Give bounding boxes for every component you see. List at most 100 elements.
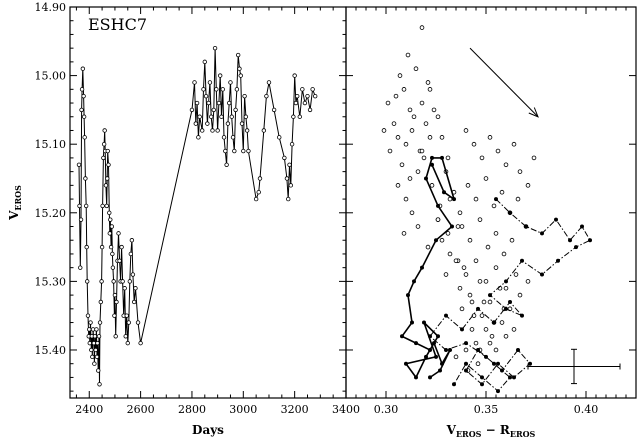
open-circle-point xyxy=(463,272,469,277)
filled-point-dashdot xyxy=(568,238,572,243)
data-point xyxy=(235,52,241,58)
data-point xyxy=(83,203,89,209)
data-point xyxy=(90,354,95,360)
data-point xyxy=(114,299,119,305)
open-circle-point xyxy=(411,114,417,120)
filled-point-solid xyxy=(440,361,444,366)
open-circle-point xyxy=(407,107,413,113)
data-point xyxy=(95,340,100,346)
filled-point-dashdot xyxy=(460,327,464,332)
open-circle-point xyxy=(467,292,473,298)
data-point xyxy=(197,114,202,119)
open-circle-point xyxy=(459,224,465,229)
open-circle-point xyxy=(391,121,397,126)
filled-point-solid xyxy=(436,203,440,208)
data-point xyxy=(111,279,116,284)
dash-dot-track-line xyxy=(429,198,591,392)
data-point xyxy=(244,128,250,133)
filled-point-dashdot xyxy=(540,231,544,236)
filled-point-solid xyxy=(432,341,436,346)
data-point xyxy=(215,128,220,133)
open-circle-point xyxy=(503,285,509,291)
open-circle-point xyxy=(455,224,461,229)
filled-point-solid xyxy=(424,354,428,359)
open-circle-point xyxy=(439,135,445,140)
data-point xyxy=(287,162,292,167)
open-circle-point xyxy=(403,196,409,202)
data-point xyxy=(206,100,211,106)
open-circle-point xyxy=(471,141,477,147)
filled-point-dashdot xyxy=(494,197,498,202)
data-point xyxy=(98,299,104,305)
data-point xyxy=(297,114,302,119)
data-point xyxy=(87,327,92,332)
data-point xyxy=(109,224,115,229)
data-point xyxy=(96,368,101,373)
filled-point-dashdot xyxy=(492,320,496,325)
open-circle-point xyxy=(403,141,409,147)
open-circle-point xyxy=(525,183,531,188)
open-circle-point xyxy=(481,299,487,305)
data-point xyxy=(261,128,267,133)
reddening-arrow-shaft xyxy=(469,47,539,118)
data-point xyxy=(225,121,231,126)
data-point xyxy=(193,121,199,126)
data-point xyxy=(105,148,110,154)
open-circle-point xyxy=(419,148,425,154)
open-circle-point xyxy=(387,148,393,154)
data-point xyxy=(217,73,223,78)
open-circle-point xyxy=(401,231,407,236)
data-point xyxy=(76,162,82,167)
data-point xyxy=(300,87,305,92)
open-circle-point xyxy=(479,313,485,318)
data-point xyxy=(120,279,125,284)
data-point xyxy=(113,334,118,339)
filled-point-solid xyxy=(406,293,410,298)
data-point xyxy=(310,87,315,92)
reddening-arrow-head xyxy=(528,107,539,118)
x-tick-label-right: 0.35 xyxy=(474,403,499,416)
data-point xyxy=(238,73,243,78)
data-point xyxy=(94,354,100,360)
right-ticks: 0.30 0.35 0.40 xyxy=(345,6,637,416)
open-circle-point xyxy=(453,258,459,264)
filled-point-dashdot xyxy=(480,375,484,380)
open-circle-point xyxy=(461,265,467,270)
data-point xyxy=(100,203,105,209)
open-circle-point xyxy=(429,183,435,188)
open-circle-point xyxy=(491,203,497,209)
open-circle-point xyxy=(399,162,405,168)
open-circle-point xyxy=(425,244,431,250)
data-point xyxy=(228,80,233,85)
filled-point-solid xyxy=(450,224,454,229)
data-point xyxy=(99,279,104,284)
open-circle-point xyxy=(427,135,433,140)
filled-point-dashdot xyxy=(464,341,468,346)
open-circle-point xyxy=(401,87,407,92)
data-point xyxy=(312,93,318,99)
open-circle-point xyxy=(453,354,459,360)
data-point xyxy=(295,93,300,99)
data-point xyxy=(201,87,206,92)
x-tick-label: 3200 xyxy=(281,403,309,416)
data-point xyxy=(101,155,106,161)
data-point xyxy=(214,87,219,92)
open-circle-point xyxy=(485,244,491,250)
x-axis-label-right: VEROS − REROS xyxy=(446,423,536,439)
data-point xyxy=(305,93,310,99)
data-point xyxy=(216,100,222,106)
open-circle-point xyxy=(457,285,463,291)
data-point xyxy=(202,59,207,65)
open-circle-point xyxy=(469,299,475,305)
data-point xyxy=(107,231,112,236)
data-point xyxy=(226,100,232,106)
open-circle-point xyxy=(473,196,479,202)
open-circle-point xyxy=(435,114,441,120)
open-circle-point xyxy=(501,251,507,257)
filled-point-dashdot xyxy=(496,361,500,366)
data-point xyxy=(78,217,84,222)
data-point xyxy=(108,244,114,250)
open-circle-point xyxy=(409,210,415,216)
x-tick-label: 2400 xyxy=(75,403,103,416)
